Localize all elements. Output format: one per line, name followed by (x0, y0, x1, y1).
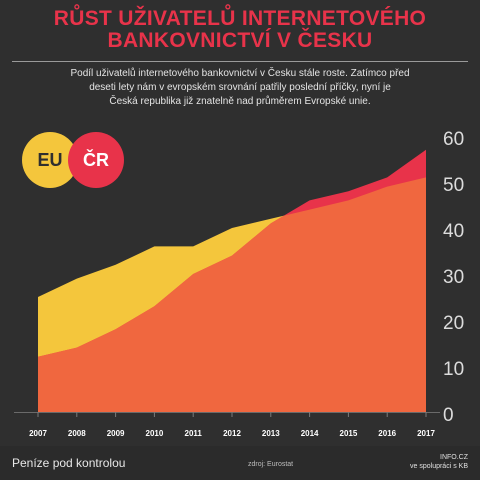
y-tick-label: 0 (443, 405, 454, 426)
x-tick-label: 2015 (340, 429, 358, 438)
footer-source: zdroj: Eurostat (248, 461, 294, 468)
page-title: RŮST UŽIVATELŮ INTERNETOVÉHO BANKOVNICTV… (0, 8, 480, 52)
x-tick-label: 2013 (262, 429, 280, 438)
y-tick-label: 20 (443, 313, 464, 334)
x-tick-label: 2011 (185, 429, 203, 438)
x-tick-label: 2017 (417, 429, 435, 438)
footer-credit: INFO.CZ ve spolupráci s KB (410, 453, 468, 471)
x-tick-label: 2007 (29, 429, 47, 438)
y-tick-label: 10 (443, 359, 464, 380)
footer-brand: Peníze pod kontrolou (12, 456, 126, 470)
x-tick-label: 2014 (301, 429, 319, 438)
y-tick-label: 30 (443, 267, 464, 288)
subtitle-line-1: Podíl uživatelů internetového bankovnict… (70, 68, 410, 79)
x-tick-label: 2012 (223, 429, 241, 438)
footer-bar (0, 446, 480, 480)
subtitle: Podíl uživatelů internetového bankovnict… (10, 67, 470, 109)
subtitle-line-2: deseti lety nám v evropském srovnání pat… (89, 82, 391, 93)
y-tick-label: 50 (443, 175, 464, 196)
title-line-1: RŮST UŽIVATELŮ INTERNETOVÉHO (53, 7, 427, 30)
y-tick-label: 40 (443, 221, 464, 242)
x-tick-label: 2016 (378, 429, 396, 438)
footer-credit-line-2: ve spolupráci s KB (410, 463, 468, 470)
legend-cr-badge: ČR (68, 132, 124, 188)
subtitle-line-3: Česká republika již znatelně nad průměre… (109, 96, 371, 107)
footer-credit-line-1: INFO.CZ (440, 454, 468, 461)
title-divider (12, 61, 468, 62)
title-line-2: BANKOVNICTVÍ V ČESKU (107, 29, 373, 52)
x-tick-label: 2010 (146, 429, 164, 438)
x-tick-label: 2009 (107, 429, 125, 438)
y-tick-label: 60 (443, 129, 464, 150)
x-tick-label: 2008 (68, 429, 86, 438)
series-overlap-area (38, 177, 426, 412)
